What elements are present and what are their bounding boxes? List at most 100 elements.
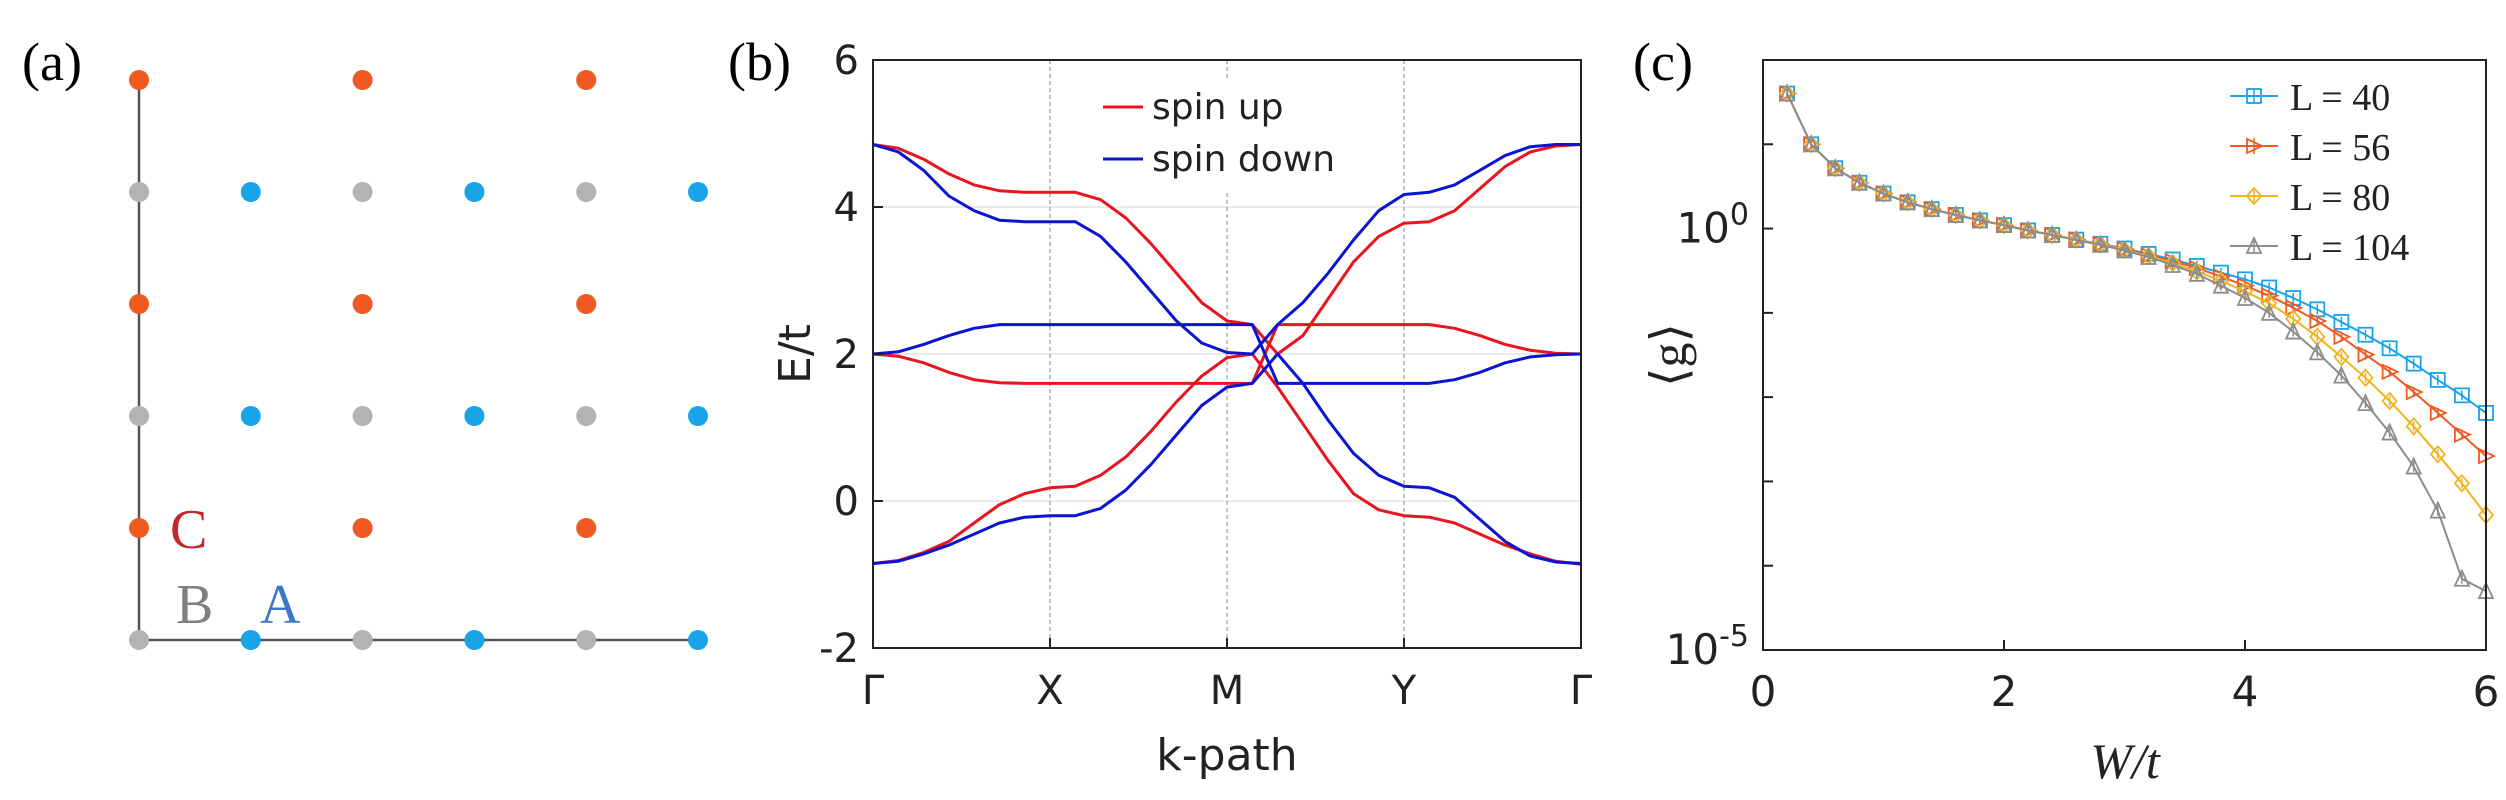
data-point xyxy=(2067,229,2085,248)
lattice-panel: C B A xyxy=(129,70,708,650)
data-point xyxy=(1971,211,1989,230)
lattice-site-a xyxy=(464,182,485,202)
data-point xyxy=(2091,234,2109,253)
band-y-ticks: -2 0 2 4 6 xyxy=(819,38,883,672)
data-point xyxy=(1923,199,1941,218)
data-point xyxy=(2357,326,2374,343)
lattice-site-b xyxy=(129,406,149,426)
data-point xyxy=(2429,404,2448,422)
data-point xyxy=(1947,205,1964,225)
conductance-x-tick-label: 2 xyxy=(1991,667,2018,716)
data-point xyxy=(2260,302,2278,321)
band-x-tick-label: Γ xyxy=(862,668,885,714)
conductance-legend-label: L = 104 xyxy=(2290,227,2409,269)
panel-a-label: (a) xyxy=(22,32,82,92)
lattice-site-b xyxy=(352,406,373,426)
lattice-site-b xyxy=(352,182,373,202)
band-legend-box xyxy=(1088,78,1350,190)
conductance-x-tick-label: 6 xyxy=(2473,667,2500,716)
data-point xyxy=(1875,183,1892,202)
data-point xyxy=(2043,224,2061,243)
band-legend: spin up spin down xyxy=(1088,78,1350,190)
data-point xyxy=(2453,568,2471,587)
data-point xyxy=(2245,235,2263,254)
lattice-site-c xyxy=(576,70,597,90)
conductance-legend: L = 40 L = 56 L = 80 L = 104 xyxy=(2230,77,2409,269)
band-lines xyxy=(872,143,1582,566)
data-point xyxy=(1995,214,2013,233)
lattice-site-c xyxy=(352,294,373,314)
conductance-legend-label: L = 56 xyxy=(2290,127,2390,169)
band-y-tick-label: 4 xyxy=(834,185,859,231)
lattice-site-c xyxy=(352,70,373,90)
data-point xyxy=(1826,158,1844,177)
band-x-tick-label: X xyxy=(1036,668,1063,714)
data-point xyxy=(2044,225,2061,245)
band-x-tick-label: M xyxy=(1210,668,1245,714)
lattice-site-a xyxy=(688,406,708,426)
data-point xyxy=(2357,368,2374,388)
panel-c-label: (c) xyxy=(1633,32,1693,92)
band-x-axis-title: k-path xyxy=(1156,730,1297,781)
data-point xyxy=(2405,417,2422,436)
data-point xyxy=(2246,137,2265,155)
data-point xyxy=(2357,346,2376,363)
lattice-site-c xyxy=(129,518,149,538)
data-point xyxy=(1923,199,1940,219)
lattice-sites xyxy=(129,70,708,650)
data-point xyxy=(2405,355,2422,372)
band-legend-label: spin up xyxy=(1152,87,1284,128)
data-point xyxy=(1778,83,1796,102)
data-point xyxy=(1899,192,1917,211)
data-point xyxy=(2381,422,2399,441)
series-L-104 xyxy=(1778,83,2495,599)
band-y-tick-label: 0 xyxy=(834,479,859,525)
data-point xyxy=(1803,134,1820,154)
conductance-legend-label: L = 80 xyxy=(2290,177,2390,219)
lattice-site-b xyxy=(576,182,597,202)
lattice-site-c xyxy=(576,294,597,314)
data-point xyxy=(2453,387,2470,404)
data-point xyxy=(2429,372,2446,388)
band-x-tick-label: Γ xyxy=(1570,668,1593,714)
lattice-site-b xyxy=(129,630,149,650)
data-point xyxy=(1947,204,1965,223)
conductance-x-tick-label: 0 xyxy=(1750,667,1777,716)
data-point xyxy=(2019,220,2037,239)
lattice-site-a xyxy=(464,630,485,650)
data-point xyxy=(2246,88,2262,104)
band-line-spin-down xyxy=(872,143,1581,356)
data-point xyxy=(1850,172,1868,191)
lattice-site-c xyxy=(576,518,597,538)
data-point xyxy=(2381,340,2398,357)
band-line-spin-up xyxy=(872,352,1582,566)
data-point xyxy=(2453,473,2471,493)
lattice-site-c xyxy=(129,70,149,90)
conductance-y-axis-title: ⟨g⟩ xyxy=(1641,323,1697,387)
data-point xyxy=(2405,456,2423,475)
data-point xyxy=(2164,253,2181,273)
lattice-site-a xyxy=(688,182,708,202)
lattice-site-a xyxy=(240,406,261,426)
band-line-spin-down xyxy=(872,323,1582,385)
data-point xyxy=(2357,392,2374,411)
data-point xyxy=(2188,262,2205,281)
data-point xyxy=(2429,500,2447,519)
data-point xyxy=(2308,342,2326,361)
data-point xyxy=(2212,275,2230,294)
lattice-site-a xyxy=(688,630,708,650)
band-y-tick-label: 6 xyxy=(834,38,859,84)
data-point xyxy=(2332,365,2350,384)
conductance-y-tick-label: 100 xyxy=(1676,198,1749,253)
lattice-site-a xyxy=(240,630,261,650)
data-point xyxy=(2333,347,2350,367)
data-point xyxy=(2333,314,2350,330)
data-point xyxy=(2405,383,2424,401)
data-point xyxy=(1778,84,1796,103)
data-point xyxy=(1802,134,1820,153)
data-point xyxy=(2245,186,2263,206)
data-point xyxy=(1995,215,2013,235)
data-point xyxy=(2284,321,2302,340)
conductance-x-tick-label: 4 xyxy=(2232,667,2259,716)
